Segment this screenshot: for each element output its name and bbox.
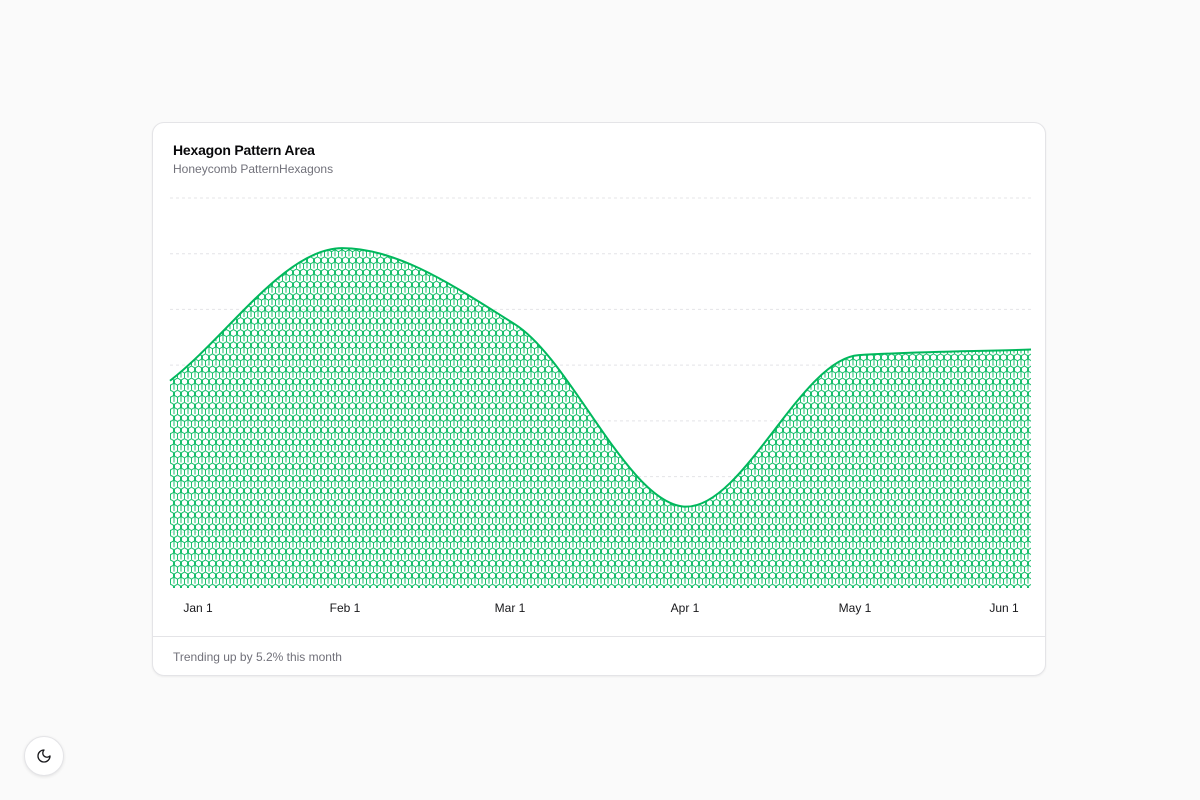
area-fill xyxy=(170,248,1031,588)
data-point[interactable] xyxy=(856,352,862,358)
chart-title: Hexagon Pattern Area xyxy=(173,142,315,158)
x-tick-label: Mar 1 xyxy=(495,601,526,615)
data-point[interactable] xyxy=(511,321,517,327)
data-point[interactable] xyxy=(1028,347,1034,353)
x-tick-label: Jun 1 xyxy=(989,601,1019,615)
card-footer: Trending up by 5.2% this month xyxy=(153,636,1045,675)
chart-subtitle: Honeycomb PatternHexagons xyxy=(173,162,334,176)
x-tick-label: Apr 1 xyxy=(671,601,700,615)
area-chart: Jan 1 Feb 1 Mar 1 Apr 1 May 1 Jun 1 xyxy=(167,197,1034,615)
moon-icon xyxy=(37,749,51,763)
trend-text: Trending up by 5.2% this month xyxy=(173,650,342,664)
chart-card: Hexagon Pattern Area Honeycomb PatternHe… xyxy=(152,122,1046,676)
x-tick-label: Jan 1 xyxy=(183,601,213,615)
data-point[interactable] xyxy=(684,504,690,510)
x-axis-ticks: Jan 1 Feb 1 Mar 1 Apr 1 May 1 Jun 1 xyxy=(183,601,1019,615)
area-series xyxy=(167,245,1034,588)
x-tick-label: May 1 xyxy=(839,601,872,615)
data-point[interactable] xyxy=(339,245,345,251)
series-line xyxy=(169,247,1032,508)
theme-toggle-button[interactable] xyxy=(24,736,64,776)
x-tick-label: Feb 1 xyxy=(330,601,361,615)
data-point[interactable] xyxy=(167,378,173,384)
